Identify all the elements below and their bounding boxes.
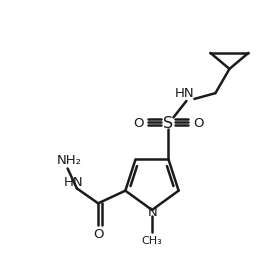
Text: HN: HN [175,87,194,100]
Text: N: N [148,206,158,219]
Text: NH₂: NH₂ [57,153,82,166]
Text: CH₃: CH₃ [142,235,162,245]
Text: O: O [193,116,204,129]
Text: O: O [133,116,144,129]
Text: HN: HN [64,175,84,188]
Text: O: O [93,227,103,240]
Text: S: S [164,115,174,130]
